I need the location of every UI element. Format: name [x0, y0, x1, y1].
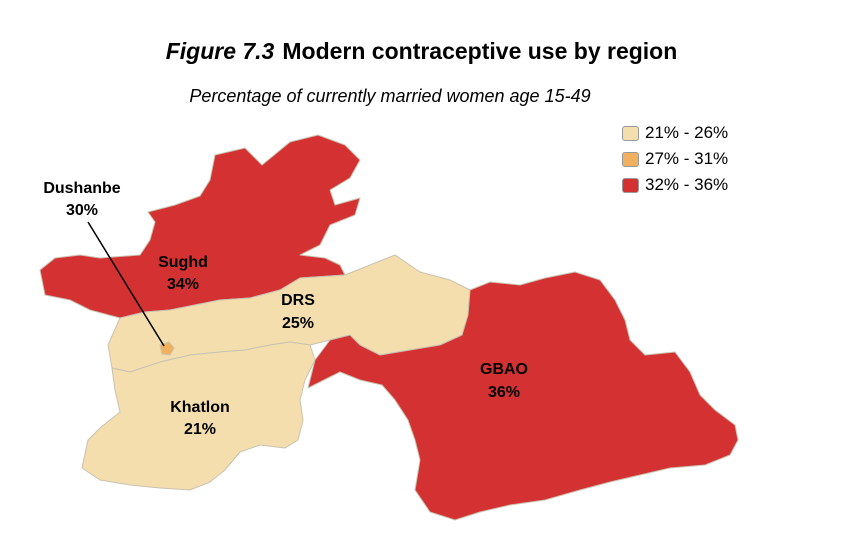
legend-item-low: 21% - 26%: [622, 120, 728, 146]
legend: 21% - 26% 27% - 31% 32% - 36%: [622, 120, 728, 198]
label-khatlon-name: Khatlon: [170, 399, 230, 416]
figure-number: Figure 7.3: [165, 38, 275, 64]
figure-title-text: Modern contraceptive use by region: [282, 38, 678, 64]
label-drs-name: DRS: [281, 292, 315, 309]
label-gbao-name: GBAO: [480, 361, 528, 378]
legend-item-mid: 27% - 31%: [622, 146, 728, 172]
legend-swatch-low: [622, 125, 639, 141]
figure-title: Figure 7.3 Modern contraceptive use by re…: [0, 38, 843, 65]
label-dushanbe-value: 30%: [66, 202, 98, 219]
label-sughd-name: Sughd: [158, 254, 208, 271]
legend-label-low: 21% - 26%: [645, 123, 729, 142]
region-gbao: [307, 271, 739, 521]
legend-label-high: 32% - 36%: [645, 175, 729, 194]
label-gbao-value: 36%: [488, 384, 520, 401]
legend-label-mid: 27% - 31%: [645, 149, 729, 168]
region-khatlon: [81, 341, 316, 491]
legend-swatch-high: [622, 177, 639, 193]
legend-swatch-mid: [622, 151, 639, 167]
label-khatlon-value: 21%: [184, 421, 216, 438]
label-sughd-value: 34%: [167, 276, 199, 293]
label-drs-value: 25%: [282, 315, 314, 332]
label-dushanbe-name: Dushanbe: [43, 180, 120, 197]
legend-item-high: 32% - 36%: [622, 172, 728, 198]
figure-subtitle: Percentage of currently married women ag…: [189, 86, 591, 106]
dushanbe-leader-line: [87, 221, 165, 347]
